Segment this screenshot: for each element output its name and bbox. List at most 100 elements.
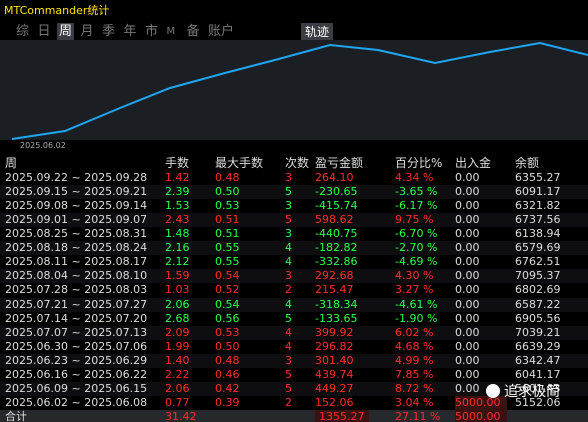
table-cell: 2.43 [165, 213, 190, 227]
app-title: MTCommander统计 [4, 4, 110, 17]
table-cell: 449.27 [315, 381, 354, 395]
table-cell: 0.00 [455, 311, 480, 325]
table-cell: 2.39 [165, 185, 190, 199]
table-cell: 4 [285, 339, 292, 353]
column-header: 最大手数 [215, 156, 264, 170]
table-cell: 2025.07.14 ~ 2025.07.20 [5, 311, 148, 325]
column-header: 盈亏金额 [315, 156, 364, 170]
table-cell: 0.39 [215, 395, 240, 409]
table-cell: 296.82 [315, 339, 354, 353]
table-cell: 2.22 [165, 367, 190, 381]
table-cell: 5152.06 [515, 395, 561, 409]
table-cell: 2025.06.16 ~ 2025.06.22 [5, 367, 148, 381]
table-cell: -4.69 % [395, 255, 438, 269]
tab[interactable]: 周 [57, 23, 75, 41]
table-cell: 7095.37 [515, 269, 561, 283]
table-cell: 301.40 [315, 353, 354, 367]
table-cell: 6.02 % [395, 325, 434, 339]
table-cell: 0.42 [215, 381, 240, 395]
tab[interactable]: 市 [145, 24, 159, 39]
table-cell: 6342.47 [515, 353, 561, 367]
table-cell: 2.09 [165, 325, 190, 339]
table-cell: 3 [285, 353, 292, 367]
chart-label: 2025.06.02 [20, 141, 66, 150]
tab[interactable]: 综 [16, 24, 30, 39]
table-cell: 0.00 [455, 199, 480, 213]
table-cell: 3.27 % [395, 283, 434, 297]
tab[interactable]: M [166, 26, 176, 37]
table-cell: 6587.22 [515, 297, 561, 311]
tab[interactable]: 账户 [208, 24, 235, 39]
table-cell: 0.56 [215, 311, 240, 325]
table-cell: 2025.08.04 ~ 2025.08.10 [5, 269, 148, 283]
table-cell: 0.51 [215, 213, 240, 227]
table-cell: 1.48 [165, 227, 190, 241]
trace-line [11, 41, 588, 140]
table-cell: 0.00 [455, 213, 480, 227]
trace-chart [0, 40, 588, 140]
table-cell: 7039.21 [515, 325, 561, 339]
table-cell: 0.53 [215, 199, 240, 213]
total-row-bg [0, 410, 588, 422]
table-cell: 4.68 % [395, 339, 434, 353]
table-cell: 5 [285, 213, 292, 227]
table-cell: 2025.08.25 ~ 2025.08.31 [5, 227, 148, 241]
table-cell: -182.82 [315, 241, 358, 255]
tab[interactable]: 年 [123, 24, 137, 39]
table-cell: 0.55 [215, 241, 240, 255]
table-cell: 1.59 [165, 269, 190, 283]
row-stripe [0, 269, 588, 284]
table-cell: 292.68 [315, 269, 354, 283]
table-cell: 6091.17 [515, 185, 561, 199]
trace-button[interactable]: 轨迹 [301, 23, 334, 41]
table-cell: 4.30 % [395, 269, 434, 283]
table-cell: 1.99 [165, 339, 190, 353]
row-stripe [0, 353, 588, 368]
table-cell: 7.85 % [395, 367, 434, 381]
tab[interactable]: 备 [186, 24, 200, 39]
table-cell: 0.00 [455, 185, 480, 199]
table-cell: 3 [285, 199, 292, 213]
table-cell: 5 [285, 381, 292, 395]
table-cell: 3 [285, 269, 292, 283]
table-cell: 3 [285, 227, 292, 241]
table-cell: 2025.08.11 ~ 2025.08.17 [5, 255, 148, 269]
total-cell: 合计 [5, 410, 27, 422]
table-cell: 4.34 % [395, 171, 434, 184]
table-cell: -1.90 % [395, 311, 438, 325]
table-cell: -332.86 [315, 255, 358, 269]
table-cell: 0.00 [455, 255, 480, 269]
table-cell: 0.00 [455, 227, 480, 241]
tab[interactable]: 季 [102, 24, 116, 39]
table-cell: 2025.06.23 ~ 2025.06.29 [5, 353, 148, 367]
table-cell: -133.65 [315, 311, 358, 325]
table-cell: 0.00 [455, 269, 480, 283]
table-cell: -3.65 % [395, 185, 438, 199]
table-cell: 0.50 [215, 185, 240, 199]
table-cell: 1.53 [165, 199, 190, 213]
table-cell: 0.00 [455, 339, 480, 353]
column-header: 次数 [285, 156, 310, 170]
table-cell: 2025.09.22 ~ 2025.09.28 [5, 171, 148, 184]
table-cell: 2.68 [165, 311, 190, 325]
tab[interactable]: 月 [80, 24, 94, 39]
table-cell: 0.54 [215, 297, 240, 311]
table-cell: 6802.69 [515, 283, 561, 297]
table-cell: 1.40 [165, 353, 190, 367]
table-cell: -4.61 % [395, 297, 438, 311]
table-cell: 9.75 % [395, 213, 434, 227]
row-stripe [0, 241, 588, 256]
column-header: 百分比% [395, 156, 443, 170]
table-cell: 2025.09.15 ~ 2025.09.21 [5, 185, 148, 199]
row-stripe [0, 213, 588, 228]
table-cell: 0.00 [455, 353, 480, 367]
table-cell: 6737.56 [515, 213, 561, 227]
table-cell: 6321.82 [515, 199, 561, 213]
tab[interactable]: 日 [37, 24, 51, 39]
total-cell: 5000.00 [455, 410, 507, 422]
table-cell: 6639.29 [515, 339, 561, 353]
column-header: 手数 [165, 156, 190, 170]
table-cell: 264.10 [315, 171, 354, 184]
table-cell: -318.34 [315, 297, 358, 311]
